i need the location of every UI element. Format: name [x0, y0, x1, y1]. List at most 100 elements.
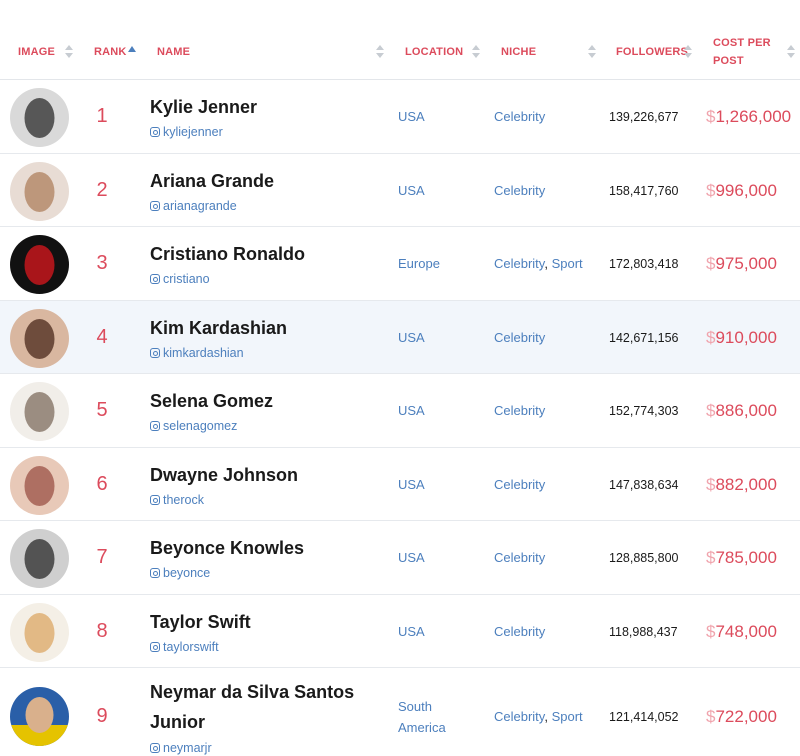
location-link[interactable]: USA	[398, 109, 425, 124]
location-link[interactable]: USA	[398, 550, 425, 565]
niche-link[interactable]: Celebrity	[494, 476, 546, 492]
rank-number: 2	[96, 178, 108, 201]
column-header-cost-line2[interactable]: POST	[713, 55, 744, 67]
instagram-handle[interactable]: selenagomez	[150, 418, 237, 434]
table-row[interactable]: 9 Neymar da Silva Santos Junior neymarjr …	[0, 668, 800, 756]
influencer-name[interactable]: Neymar da Silva Santos Junior	[150, 682, 355, 732]
influencer-name[interactable]: Taylor Swift	[150, 611, 251, 632]
niche-links: Celebrity, Sport	[494, 255, 583, 273]
follower-count: 172,803,418	[609, 257, 679, 271]
column-header-image[interactable]: IMAGE	[18, 46, 56, 58]
cost-per-post: $882,000	[706, 474, 777, 494]
instagram-handle[interactable]: cristiano	[150, 271, 210, 287]
location-link[interactable]: South America	[398, 699, 446, 735]
influencer-name[interactable]: Cristiano Ronaldo	[150, 244, 306, 264]
column-header-rank[interactable]: RANK	[94, 46, 127, 58]
instagram-handle[interactable]: kimkardashian	[150, 345, 244, 361]
instagram-icon	[150, 494, 160, 505]
cost-per-post: $886,000	[706, 401, 777, 420]
location-link[interactable]: USA	[398, 476, 425, 492]
instagram-icon	[150, 421, 160, 431]
niche-link[interactable]: Celebrity	[494, 623, 546, 639]
avatar[interactable]	[10, 161, 69, 221]
avatar[interactable]	[10, 235, 69, 294]
column-header-location[interactable]: LOCATION	[405, 46, 464, 58]
influencer-name[interactable]: Dwayne Johnson	[150, 464, 299, 485]
avatar[interactable]	[10, 687, 69, 746]
table-row[interactable]: 3 Cristiano Ronaldo cristiano Europe Cel…	[0, 227, 800, 301]
niche-link[interactable]: Celebrity	[494, 256, 545, 271]
follower-count: 128,885,800	[609, 551, 679, 565]
sort-arrows-icon[interactable]	[787, 45, 795, 59]
avatar[interactable]	[10, 602, 69, 662]
sort-arrows-icon[interactable]	[588, 45, 596, 59]
avatar-shirt	[10, 725, 69, 746]
niche-link[interactable]: Celebrity	[494, 182, 546, 198]
location-link[interactable]: Europe	[398, 256, 440, 271]
rank-number: 3	[96, 252, 108, 274]
rank-number: 9	[96, 705, 108, 727]
instagram-handle[interactable]: taylorswift	[150, 639, 219, 655]
cost-per-post: $910,000	[706, 327, 777, 347]
table-row[interactable]: 8 Taylor Swift taylorswift USA Celebrity…	[0, 595, 800, 668]
cost-per-post: $785,000	[706, 548, 777, 567]
influencer-name[interactable]: Selena Gomez	[150, 391, 274, 411]
table-row[interactable]: 5 Selena Gomez selenagomez USA Celebrity…	[0, 374, 800, 448]
avatar-face	[24, 465, 55, 506]
niche-link[interactable]: Celebrity	[494, 550, 546, 565]
table-row[interactable]: 2 Ariana Grande arianagrande USA Celebri…	[0, 154, 800, 227]
instagram-icon	[150, 641, 160, 652]
location-link[interactable]: USA	[398, 329, 425, 345]
avatar-face	[24, 392, 55, 432]
avatar[interactable]	[10, 529, 69, 588]
avatar[interactable]	[10, 88, 69, 147]
column-header-cost-line1[interactable]: COST PER	[713, 37, 771, 49]
column-header-niche[interactable]: NICHE	[501, 46, 537, 58]
niche-link[interactable]: Celebrity	[494, 709, 545, 724]
rank-number: 6	[96, 472, 108, 495]
influencer-name[interactable]: Ariana Grande	[150, 170, 275, 191]
sort-arrows-icon[interactable]	[65, 45, 73, 59]
rank-number: 1	[96, 105, 108, 127]
table-row[interactable]: 7 Beyonce Knowles beyonce USA Celebrity …	[0, 521, 800, 595]
sort-ascending-icon[interactable]	[128, 46, 136, 52]
influencer-name[interactable]: Beyonce Knowles	[150, 538, 305, 558]
location-link[interactable]: USA	[398, 182, 425, 198]
niche-link[interactable]: Sport	[551, 256, 583, 271]
instagram-handle[interactable]: kyliejenner	[150, 124, 223, 140]
rank-number: 5	[96, 399, 108, 421]
table-row[interactable]: 6 Dwayne Johnson therock USA Celebrity 1…	[0, 448, 800, 521]
niche-separator: ,	[544, 256, 548, 271]
sort-arrows-icon[interactable]	[376, 45, 384, 59]
niche-link[interactable]: Celebrity	[494, 109, 546, 124]
sort-arrows-icon[interactable]	[684, 45, 692, 59]
avatar-face	[24, 171, 55, 212]
niche-link[interactable]: Celebrity	[494, 329, 546, 345]
instagram-handle[interactable]: arianagrande	[150, 198, 237, 214]
table-row[interactable]: 1 Kylie Jenner kyliejenner USA Celebrity…	[0, 80, 800, 154]
niche-link[interactable]: Celebrity	[494, 403, 546, 418]
instagram-handle[interactable]: beyonce	[150, 565, 210, 581]
avatar-face	[24, 539, 55, 579]
table-row[interactable]: 4 Kim Kardashian kimkardashian USA Celeb…	[0, 300, 800, 374]
instagram-icon	[150, 127, 160, 137]
sort-arrows-icon[interactable]	[472, 45, 480, 59]
avatar[interactable]	[10, 455, 69, 515]
follower-count: 121,414,052	[609, 710, 679, 724]
location-link[interactable]: USA	[398, 403, 425, 418]
instagram-icon	[150, 743, 160, 753]
column-header-followers[interactable]: FOLLOWERS	[616, 46, 689, 58]
avatar[interactable]	[10, 382, 69, 441]
table-header: IMAGE RANK NAME LOCATION NICHE FOLLOWERS…	[0, 0, 800, 80]
column-header-name[interactable]: NAME	[157, 46, 191, 58]
instagram-handle[interactable]: neymarjr	[150, 740, 212, 756]
avatar[interactable]	[10, 308, 69, 368]
influencer-name[interactable]: Kylie Jenner	[150, 97, 258, 117]
niche-link[interactable]: Sport	[551, 709, 583, 724]
avatar-face	[25, 697, 54, 733]
niche-links: Celebrity, Sport	[494, 708, 583, 726]
influencer-name[interactable]: Kim Kardashian	[150, 317, 288, 338]
location-link[interactable]: USA	[398, 623, 425, 639]
instagram-handle[interactable]: therock	[150, 492, 204, 508]
